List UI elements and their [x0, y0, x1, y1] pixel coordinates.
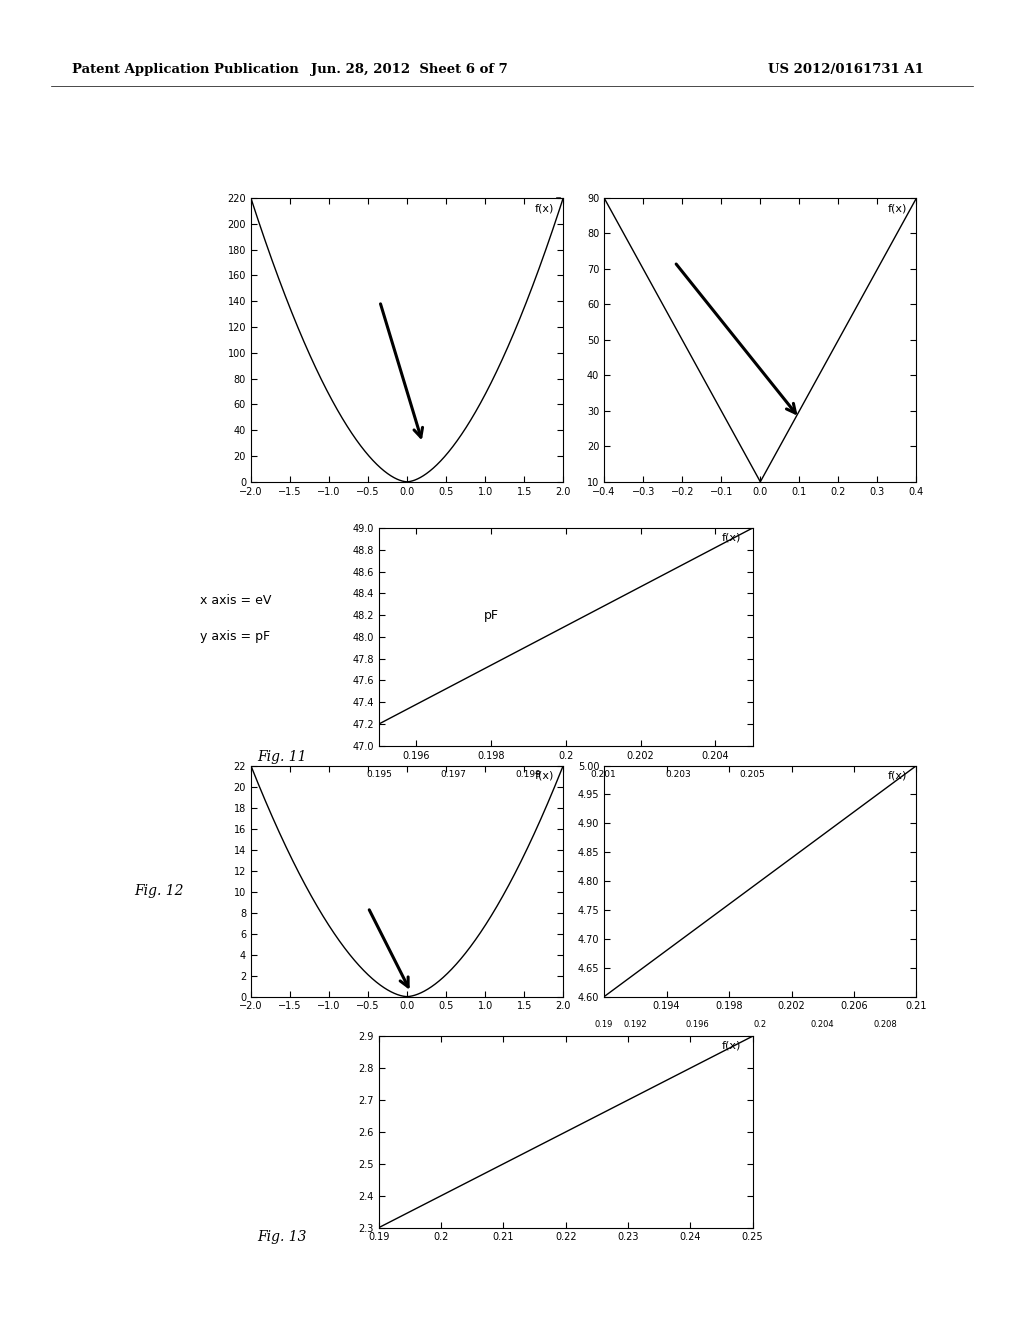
Text: 0.208: 0.208 [873, 1020, 897, 1030]
Text: 0.204: 0.204 [811, 1020, 835, 1030]
Text: 0.199: 0.199 [515, 770, 542, 779]
Text: f(x): f(x) [888, 203, 907, 214]
Text: x axis = eV: x axis = eV [200, 594, 271, 607]
Text: 0.196: 0.196 [686, 1020, 710, 1030]
Text: f(x): f(x) [888, 771, 907, 780]
Text: 0.201: 0.201 [590, 770, 616, 779]
Text: Jun. 28, 2012  Sheet 6 of 7: Jun. 28, 2012 Sheet 6 of 7 [311, 63, 508, 77]
Text: Patent Application Publication: Patent Application Publication [72, 63, 298, 77]
Text: US 2012/0161731 A1: US 2012/0161731 A1 [768, 63, 924, 77]
Text: 0.192: 0.192 [624, 1020, 647, 1030]
Text: 0.19: 0.19 [595, 1020, 613, 1030]
Text: Fig. 12: Fig. 12 [134, 884, 183, 898]
Text: 0.205: 0.205 [739, 770, 766, 779]
Text: f(x): f(x) [722, 1040, 741, 1049]
Text: 0.195: 0.195 [366, 770, 392, 779]
Text: y axis = pF: y axis = pF [200, 630, 269, 643]
Text: 0.203: 0.203 [665, 770, 691, 779]
Text: 0.2: 0.2 [754, 1020, 767, 1030]
Text: f(x): f(x) [722, 532, 741, 543]
Text: f(x): f(x) [535, 771, 554, 780]
Text: Fig. 11: Fig. 11 [257, 750, 306, 764]
Text: Fig. 13: Fig. 13 [257, 1230, 306, 1245]
Text: pF: pF [483, 610, 499, 623]
Text: 0.197: 0.197 [440, 770, 467, 779]
Text: f(x): f(x) [535, 203, 554, 214]
